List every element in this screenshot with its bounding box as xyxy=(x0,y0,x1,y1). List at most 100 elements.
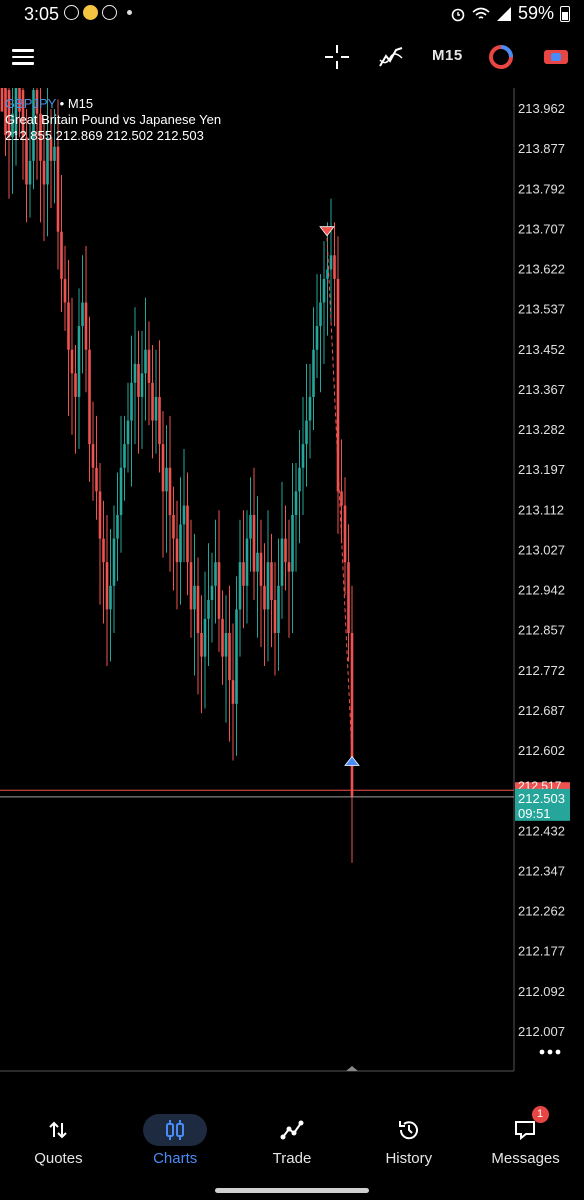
nav-label: Charts xyxy=(153,1150,198,1167)
chart-shift-icon xyxy=(346,1066,358,1071)
candle-body xyxy=(238,562,242,610)
candle-body xyxy=(287,562,291,572)
battery-icon xyxy=(560,5,570,22)
candle-body xyxy=(21,90,25,138)
chart-toolbar: M15 xyxy=(0,32,584,82)
nav-label: Quotes xyxy=(34,1150,83,1167)
candle-body xyxy=(249,514,252,539)
price-tick-label: 213.877 xyxy=(518,141,565,156)
nav-charts[interactable]: Charts xyxy=(117,1102,234,1182)
price-tick-label: 212.602 xyxy=(518,743,565,758)
candle-body xyxy=(84,302,88,350)
indicators-icon[interactable] xyxy=(378,44,404,70)
candle-body xyxy=(130,382,133,421)
whatsapp-icon xyxy=(102,5,117,20)
symbol-label[interactable]: GBPJPY xyxy=(5,96,57,111)
candle-body xyxy=(350,633,354,797)
candle-body xyxy=(252,514,256,572)
price-tick-label: 212.092 xyxy=(518,984,565,999)
price-tick-label: 213.282 xyxy=(518,422,565,437)
candle-body xyxy=(228,633,231,681)
bid-price-tag xyxy=(515,788,570,821)
candle-body xyxy=(231,680,235,704)
charts-icon xyxy=(143,1114,208,1146)
menu-icon[interactable] xyxy=(12,44,34,70)
candle-body xyxy=(333,255,336,279)
candle-body xyxy=(308,396,312,421)
nav-history[interactable]: History xyxy=(350,1102,467,1182)
candle-body xyxy=(109,585,112,610)
candle-body xyxy=(315,326,319,350)
messages-badge: 1 xyxy=(531,1106,549,1123)
timeframe-button[interactable]: M15 xyxy=(432,47,463,64)
candle-body xyxy=(0,88,4,112)
wifi-icon xyxy=(472,7,490,19)
more-options-icon xyxy=(555,1049,561,1055)
candle-body xyxy=(98,491,102,539)
candle-body xyxy=(18,88,21,112)
candle-body xyxy=(343,505,347,563)
candle-body xyxy=(4,88,7,136)
candle-body xyxy=(74,373,77,397)
candle-body xyxy=(224,633,228,657)
price-tick-label: 212.687 xyxy=(518,703,565,718)
candle-body xyxy=(32,90,35,161)
price-tick-label: 213.962 xyxy=(518,101,565,116)
price-chart[interactable]: 213.962 213.877 213.792 213.707 213.622 213.5… xyxy=(0,88,584,1073)
candle-body xyxy=(25,137,28,185)
candle-body xyxy=(266,562,270,610)
candle-body xyxy=(280,538,284,586)
candle-body xyxy=(137,363,140,397)
candle-body xyxy=(49,137,53,161)
candle-body xyxy=(70,349,74,374)
price-tick-label: 213.367 xyxy=(518,382,565,397)
candle-body xyxy=(207,599,210,619)
candle-body xyxy=(81,302,84,327)
candle-body xyxy=(277,585,280,634)
bar-timer-label: 09:51 xyxy=(518,806,551,821)
candle-body xyxy=(245,538,249,586)
signal-icon xyxy=(496,6,511,21)
nav-messages[interactable]: 1 Messages xyxy=(467,1102,584,1182)
candle-body xyxy=(168,467,172,515)
crosshair-icon[interactable] xyxy=(324,44,350,70)
color-scheme-icon[interactable] xyxy=(488,44,514,70)
candle-body xyxy=(189,562,193,610)
candle-body xyxy=(312,349,315,397)
candle-body xyxy=(60,231,63,279)
candle-body xyxy=(105,562,109,610)
sell-marker-icon xyxy=(319,226,335,237)
candle-body xyxy=(126,420,130,445)
candle-body xyxy=(140,373,144,397)
candle-body xyxy=(165,467,168,492)
system-icons: 59% xyxy=(450,3,570,24)
candle-body xyxy=(242,562,245,586)
candle-body xyxy=(56,146,60,232)
nav-trade[interactable]: Trade xyxy=(234,1102,351,1182)
price-tick-label: 213.197 xyxy=(518,462,565,477)
home-indicator[interactable] xyxy=(215,1188,369,1193)
price-tick-label: 212.007 xyxy=(518,1024,565,1039)
dot-icon xyxy=(127,10,132,15)
candle-body xyxy=(284,538,287,563)
candle-body xyxy=(263,585,266,610)
candle-body xyxy=(39,113,42,161)
emoji-icon xyxy=(83,5,98,20)
candle-body xyxy=(119,467,123,515)
candle-body xyxy=(91,444,95,468)
bottom-navigation: Quotes Charts Trade History 1 Messages xyxy=(0,1102,584,1182)
candle-body xyxy=(298,467,301,492)
nav-quotes[interactable]: Quotes xyxy=(0,1102,117,1182)
price-tick-label: 213.537 xyxy=(518,302,565,317)
ask-price-tag xyxy=(515,782,570,792)
symbol-separator: • xyxy=(56,96,68,111)
nav-label: Messages xyxy=(491,1150,560,1167)
candle-body xyxy=(172,514,175,539)
candle-body xyxy=(347,562,350,634)
candle-body xyxy=(294,491,298,515)
candle-body xyxy=(123,444,126,468)
candle-body xyxy=(42,160,46,185)
chart-area[interactable]: 213.962 213.877 213.792 213.707 213.622 213.5… xyxy=(0,88,584,1073)
trade-toggle-icon[interactable] xyxy=(542,44,570,70)
price-tick-label: 212.942 xyxy=(518,583,565,598)
